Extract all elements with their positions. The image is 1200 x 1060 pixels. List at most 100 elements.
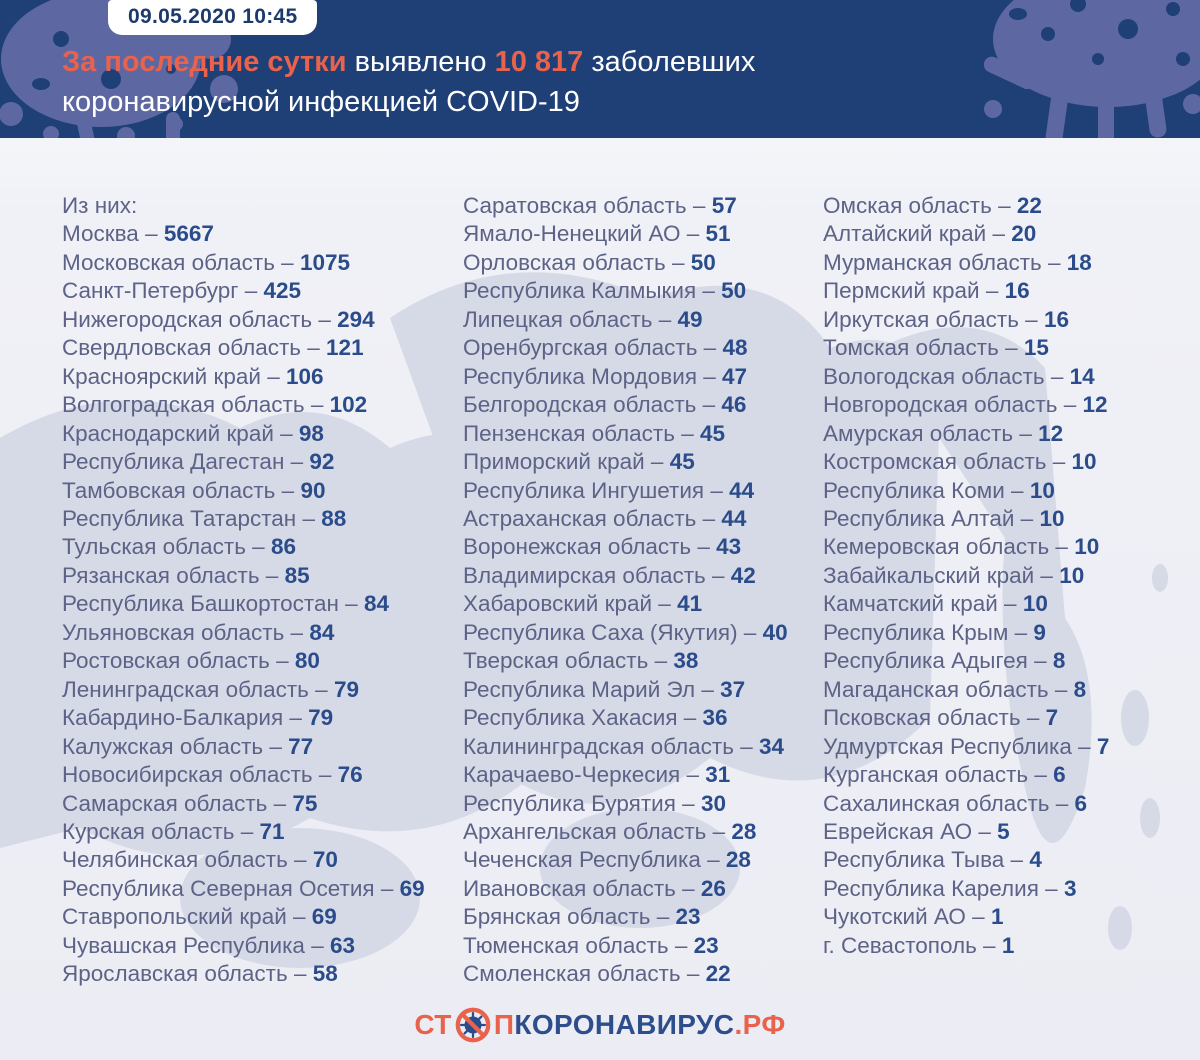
region-stat-row: Ивановская область – 26 [463,875,788,903]
region-value: 69 [399,875,425,901]
region-value: 37 [720,676,746,702]
region-name: Ивановская область – [463,875,701,901]
region-stat-row: Чеченская Республика – 28 [463,846,788,874]
region-value: 92 [309,449,335,475]
region-stat-row: Краснодарский край – 98 [62,420,425,448]
region-name: г. Севастополь – [823,932,1002,958]
region-stat-row: Забайкальский край – 10 [823,562,1109,590]
region-value: 48 [722,335,748,361]
region-value: 45 [699,420,726,446]
region-name: Вологодская область – [823,363,1070,389]
region-value: 41 [677,591,703,617]
region-name: Владимирская область – [463,562,731,588]
region-stat-row: Тульская область – 86 [62,533,425,561]
region-stat-row: Псковская область – 7 [823,704,1109,732]
region-stat-row: Республика Коми – 10 [823,477,1109,505]
region-stat-row: Мурманская область – 18 [823,249,1109,277]
logo-text-rf: .РФ [734,1009,786,1040]
region-value: 58 [312,961,338,987]
region-stat-row: Сахалинская область – 6 [823,790,1109,818]
region-name: Костромская область – [823,449,1072,475]
region-value: 7 [1045,705,1059,731]
region-value: 71 [259,818,285,844]
headline-line-2: коронавирусной инфекцией COVID-19 [62,86,580,118]
region-value: 6 [1053,762,1066,788]
region-stat-row: Еврейская АО – 5 [823,818,1109,846]
region-stat-row: Калининградская область – 34 [463,733,788,761]
region-stat-row: Тамбовская область – 90 [62,477,425,505]
region-value: 23 [675,904,701,930]
region-stat-row: Камчатский край – 10 [823,590,1109,618]
region-name: Ямало-Ненецкий АО – [463,221,706,247]
region-stat-row: Новосибирская область – 76 [62,761,425,789]
region-stat-row: Республика Башкортостан – 84 [62,590,425,618]
region-stat-row: Воронежская область – 43 [463,533,788,561]
region-value: 4 [1029,847,1042,873]
headline-plain-2: заболевших [583,46,756,78]
region-name: Ульяновская область – [62,619,310,645]
region-value: 15 [1023,335,1049,361]
region-name: Республика Мордовия – [463,363,723,389]
region-stat-row: Астраханская область – 44 [463,505,788,533]
region-name: Республика Тыва – [823,847,1030,873]
region-value: 28 [725,847,751,873]
region-value: 28 [731,818,757,844]
headline-accent-period: За последние сутки [62,46,347,78]
region-value: 98 [298,420,324,446]
region-value: 51 [705,221,731,247]
region-stat-row: Вологодская область – 14 [823,363,1109,391]
region-value: 22 [1016,193,1042,218]
region-name: Новгородская область – [823,392,1083,418]
region-name: Астраханская область – [463,505,722,531]
region-value: 69 [311,904,337,930]
region-stat-row: Чувашская Республика – 63 [62,932,425,960]
region-name: Приморский край – [463,449,670,475]
region-stat-row: Костромская область – 10 [823,448,1109,476]
region-name: Саратовская область – [463,193,712,218]
region-stat-row: Республика Татарстан – 88 [62,505,425,533]
region-stat-row: Алтайский край – 20 [823,220,1109,248]
region-value: 46 [721,392,747,418]
region-name: Удмуртская Республика – [823,733,1097,759]
region-name: Республика Крым – [823,619,1034,645]
region-value: 49 [677,306,703,332]
region-value: 10 [1059,562,1085,588]
region-stat-row: Ленинградская область – 79 [62,676,425,704]
region-stat-row: Смоленская область – 22 [463,960,788,988]
date-badge: 09.05.2020 10:45 [108,0,318,35]
region-stat-row: Республика Крым – 9 [823,619,1109,647]
region-value: 1075 [299,249,350,275]
region-stat-row: Челябинская область – 70 [62,846,425,874]
region-value: 14 [1069,363,1095,389]
region-value: 90 [300,477,326,503]
region-name: Хабаровский край – [463,591,678,617]
region-stat-row: Тверская область – 38 [463,647,788,675]
region-value: 9 [1033,619,1046,645]
region-value: 70 [312,847,338,873]
region-stat-row: Владимирская область – 42 [463,562,788,590]
region-stat-row: Республика Северная Осетия – 69 [62,875,425,903]
region-name: Чукотский АО – [823,904,991,930]
region-column-3: Омская область – 22 Алтайский край – 20 Му… [823,192,1109,960]
region-name: Курская область – [62,818,260,844]
region-value: 3 [1063,875,1077,901]
region-stat-row: г. Севастополь – 1 [823,932,1109,960]
region-value: 7 [1096,733,1110,759]
region-name: Новосибирская область – [62,762,338,788]
region-name: Кабардино-Балкария – [62,705,309,731]
region-value: 80 [294,648,320,674]
region-value: 1 [1001,932,1015,958]
region-value: 63 [329,932,355,958]
region-name: Рязанская область – [62,562,285,588]
region-name: Еврейская АО – [823,818,998,844]
header-band: 09.05.2020 10:45 За последние сутки выяв… [0,0,1200,138]
region-stat-row: Саратовская область – 57 [463,192,788,220]
region-name: Республика Бурятия – [463,790,701,816]
region-value: 38 [673,648,699,674]
region-name: Кемеровская область – [823,534,1075,560]
region-name: Республика Башкортостан – [62,591,364,617]
region-name: Республика Марий Эл – [463,676,721,702]
region-name: Республика Ингушетия – [463,477,730,503]
region-name: Архангельская область – [463,818,732,844]
region-stat-row: Тюменская область – 23 [463,932,788,960]
